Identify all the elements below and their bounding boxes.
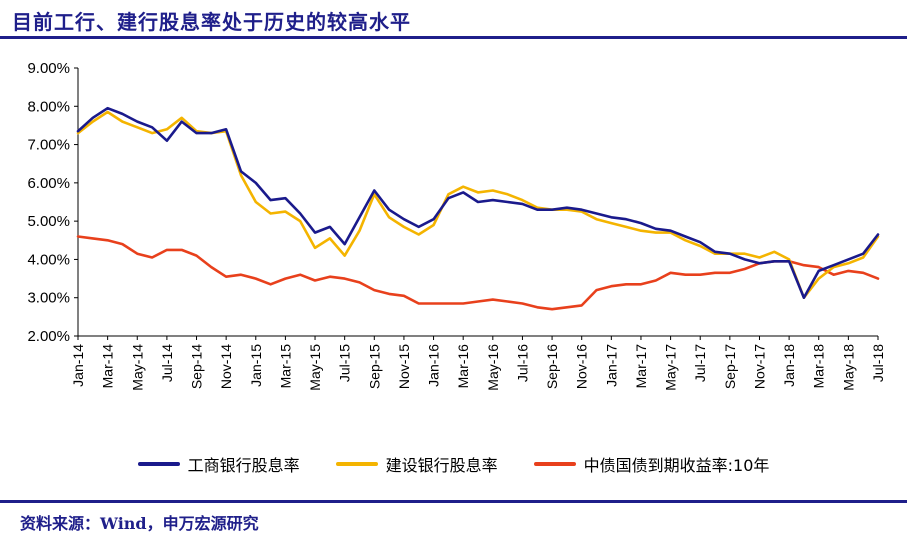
x-tick-label: Jan-17: [603, 344, 619, 387]
series-line-ccb: [76, 110, 880, 300]
legend-item-ccb: 建设银行股息率: [335, 452, 498, 476]
x-tick-label: May-17: [663, 344, 679, 391]
y-tick-label: 5.00%: [27, 213, 70, 230]
legend-label-bond: 中债国债到期收益率:10年: [583, 456, 770, 475]
y-tick-label: 7.00%: [27, 137, 70, 154]
legend-label-ccb: 建设银行股息率: [385, 456, 498, 475]
x-tick-label: Jan-15: [248, 344, 264, 387]
x-tick-label: Jul-17: [692, 344, 708, 382]
legend-swatch-ccb: [335, 462, 378, 466]
x-tick-label: Jul-14: [159, 344, 175, 382]
legend-item-bond: 中债国债到期收益率:10年: [533, 452, 770, 476]
x-tick-label: Nov-14: [218, 344, 234, 389]
series-line-icbc: [76, 106, 880, 300]
y-tick-label: 3.00%: [27, 290, 70, 307]
x-tick-label: Jan-14: [70, 344, 86, 387]
y-tick-label: 6.00%: [27, 175, 70, 192]
chart-legend: 工商银行股息率 建设银行股息率 中债国债到期收益率:10年: [0, 452, 907, 476]
x-tick-label: May-16: [485, 344, 501, 391]
x-tick-label: Mar-18: [811, 344, 827, 389]
legend-swatch-bond: [533, 462, 576, 466]
x-tick-label: Jul-15: [337, 344, 353, 382]
y-tick-label: 4.00%: [27, 251, 70, 268]
y-tick-label: 2.00%: [27, 328, 70, 345]
x-tick-label: Mar-16: [455, 344, 471, 389]
x-tick-label: Nov-16: [574, 344, 590, 389]
x-tick-label: Nov-15: [396, 344, 412, 389]
x-tick-label: Jul-16: [514, 344, 530, 382]
x-tick-label: Mar-17: [633, 344, 649, 389]
x-tick-label: Jul-18: [870, 344, 886, 382]
x-tick-label: Sep-17: [722, 344, 738, 389]
x-tick-label: Jan-16: [426, 344, 442, 387]
x-tick-label: Mar-14: [100, 344, 116, 389]
line-chart: 2.00% 3.00% 4.00% 5.00% 6.00% 7.00% 8.00% 9.00%…: [27, 60, 886, 391]
legend-item-icbc: 工商银行股息率: [137, 452, 300, 476]
x-tick-label: Sep-15: [366, 344, 382, 389]
x-tick-label: May-14: [129, 344, 145, 391]
footer-rule: [0, 500, 907, 503]
source-note: 资料来源：Wind，申万宏源研究: [20, 514, 259, 533]
chart-lines: [76, 106, 880, 311]
x-tick-label: Sep-14: [189, 344, 205, 389]
page-title: 目前工行、建行股息率处于历史的较高水平: [12, 10, 411, 34]
x-tick-label: Nov-17: [751, 344, 767, 389]
series-line-bond: [76, 235, 880, 311]
y-tick-label: 9.00%: [27, 60, 70, 77]
y-tick-label: 8.00%: [27, 98, 70, 115]
x-tick-label: May-18: [840, 344, 856, 391]
x-tick-label: Sep-16: [544, 344, 560, 389]
x-tick-label: Jan-18: [781, 344, 797, 387]
x-tick-label: Mar-15: [277, 344, 293, 389]
chart-axes: 2.00% 3.00% 4.00% 5.00% 6.00% 7.00% 8.00% 9.00%…: [27, 60, 886, 391]
legend-label-icbc: 工商银行股息率: [187, 456, 300, 475]
title-rule: [0, 36, 907, 39]
x-tick-label: May-15: [307, 344, 323, 391]
legend-swatch-icbc: [137, 462, 180, 466]
